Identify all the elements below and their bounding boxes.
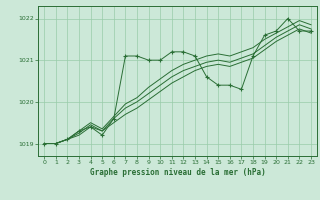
X-axis label: Graphe pression niveau de la mer (hPa): Graphe pression niveau de la mer (hPa): [90, 168, 266, 177]
